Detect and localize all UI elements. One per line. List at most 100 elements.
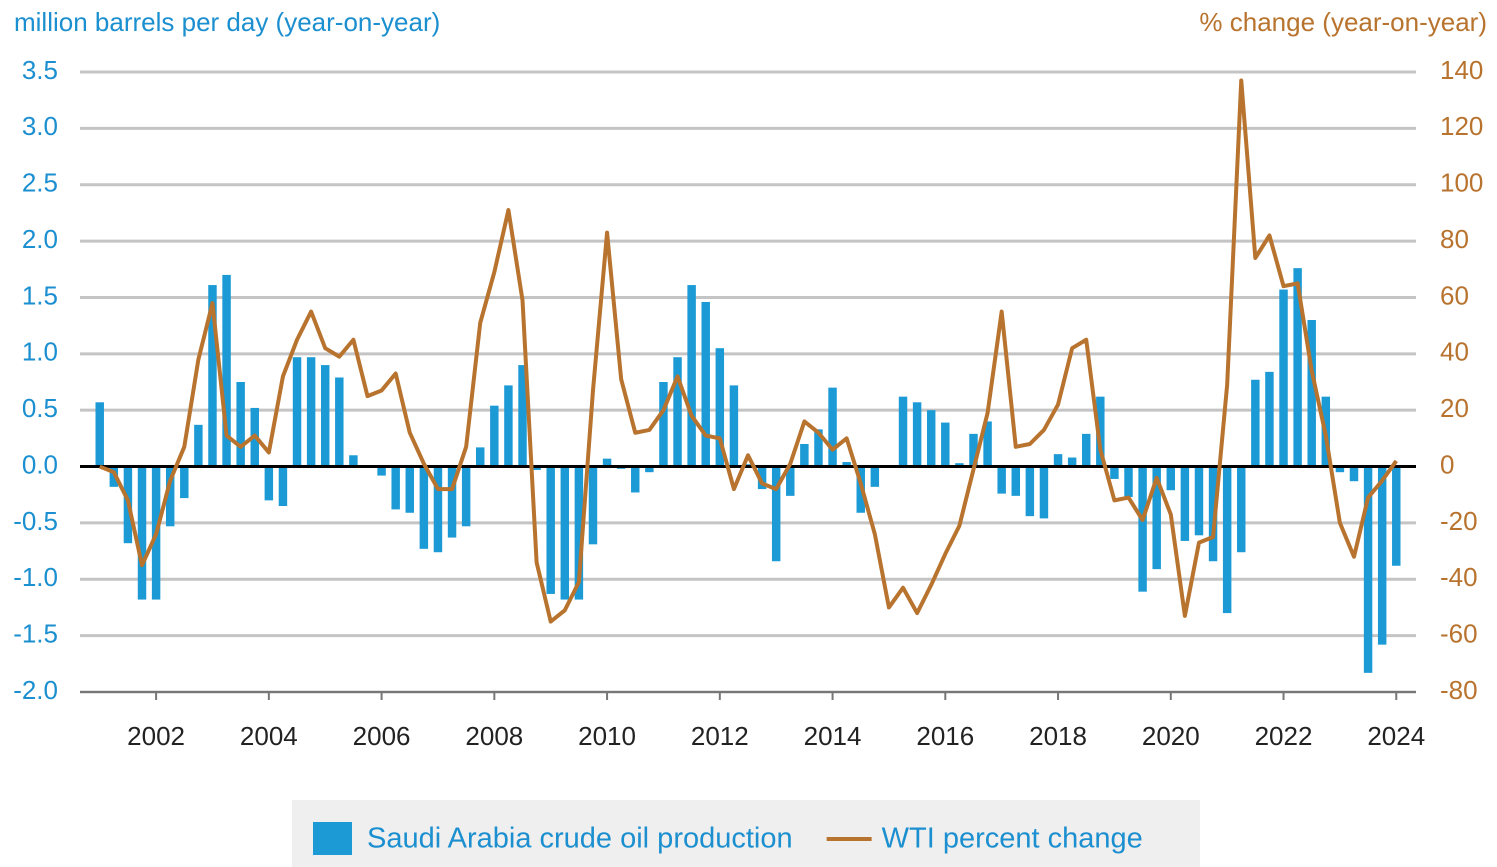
bar	[560, 466, 570, 600]
y2-tick-label: 100	[1440, 168, 1483, 198]
x-tick-label: 2002	[127, 721, 185, 751]
y-tick-label: -1.0	[13, 562, 58, 592]
bar	[447, 466, 457, 538]
y2-tick-label: -60	[1440, 619, 1478, 649]
bar	[602, 458, 612, 467]
bar	[673, 357, 682, 467]
bar	[645, 466, 654, 473]
bar	[1293, 268, 1302, 467]
bar	[955, 463, 964, 467]
bar	[222, 274, 231, 467]
bar	[631, 466, 640, 493]
bar	[1349, 466, 1359, 482]
legend-label: Saudi Arabia crude oil production	[367, 823, 793, 855]
y-tick-label: 1.0	[22, 337, 58, 367]
bar	[1152, 466, 1161, 570]
bar	[983, 421, 992, 467]
bar	[546, 466, 555, 594]
bar	[476, 447, 485, 467]
legend-label: WTI percent change	[882, 823, 1143, 855]
x-tick-label: 2012	[691, 721, 749, 751]
y-tick-label: -1.5	[13, 619, 58, 649]
bar	[1096, 396, 1105, 467]
bar	[95, 402, 104, 467]
bar	[278, 466, 288, 506]
line	[98, 78, 1398, 624]
y2-tick-label: 80	[1440, 224, 1469, 254]
bar	[292, 357, 302, 467]
bar	[912, 402, 922, 467]
bar	[208, 285, 217, 467]
bar	[1377, 466, 1387, 645]
bar	[405, 466, 414, 513]
bar	[687, 285, 696, 467]
bar	[1265, 371, 1274, 467]
legend-box	[292, 800, 1200, 867]
bar	[1208, 466, 1218, 562]
y2-axis-label: % change (year-on-year)	[1199, 7, 1487, 37]
y2-tick-label: 20	[1440, 393, 1469, 423]
bar	[659, 382, 668, 467]
bar	[109, 466, 119, 487]
y-tick-label: 1.5	[22, 280, 58, 310]
y2-tick-label: 60	[1440, 280, 1469, 310]
bar	[1053, 454, 1063, 467]
bar	[236, 382, 245, 467]
x-tick-label: 2014	[804, 721, 862, 751]
y-tick-label: 2.0	[22, 224, 58, 254]
bar	[433, 466, 443, 553]
bar	[771, 466, 781, 562]
legend-swatch	[313, 822, 352, 855]
bar	[194, 424, 203, 467]
bar	[165, 466, 175, 527]
y-tick-label: 3.5	[22, 55, 58, 85]
bar	[264, 466, 274, 501]
bar	[1392, 466, 1401, 566]
bar	[1011, 466, 1020, 496]
bar	[180, 466, 189, 499]
y-tick-label: 2.5	[22, 168, 58, 198]
bar	[1138, 466, 1147, 592]
bar	[1222, 466, 1232, 614]
bar	[574, 466, 584, 600]
bar	[969, 433, 978, 467]
x-tick-label: 2006	[353, 721, 411, 751]
y2-tick-label: 0	[1440, 449, 1454, 479]
x-tick-label: 2010	[578, 721, 636, 751]
bar	[828, 387, 837, 467]
y-tick-label: 3.0	[22, 111, 58, 141]
bar	[757, 466, 767, 490]
bar	[701, 301, 710, 467]
bar	[926, 410, 936, 467]
y2-tick-label: 40	[1440, 337, 1469, 367]
bar	[320, 365, 330, 467]
bar	[1110, 466, 1119, 479]
y2-tick-label: 140	[1440, 55, 1483, 85]
bar	[1082, 433, 1091, 467]
bar	[842, 462, 851, 467]
bar	[1307, 320, 1316, 467]
bar	[1166, 466, 1176, 491]
bar	[1279, 289, 1288, 467]
y-tick-label: -2.0	[13, 675, 58, 705]
x-tick-label: 2016	[916, 721, 974, 751]
y2-tick-label: -80	[1440, 675, 1478, 705]
bar	[377, 466, 386, 476]
bar	[1124, 466, 1133, 497]
y-tick-label: 0.0	[22, 449, 58, 479]
y2-tick-label: 120	[1440, 111, 1483, 141]
bar	[800, 444, 809, 467]
bar	[786, 466, 795, 496]
bar	[306, 357, 316, 467]
bar	[419, 466, 429, 549]
bar	[461, 466, 471, 527]
bar	[715, 348, 725, 467]
bar	[588, 466, 598, 545]
bar	[941, 422, 950, 467]
x-tick-label: 2008	[465, 721, 523, 751]
y-tick-label: -0.5	[13, 506, 58, 536]
bar	[518, 365, 527, 467]
bar	[870, 466, 880, 487]
y-axis-label: million barrels per day (year-on-year)	[14, 7, 440, 37]
